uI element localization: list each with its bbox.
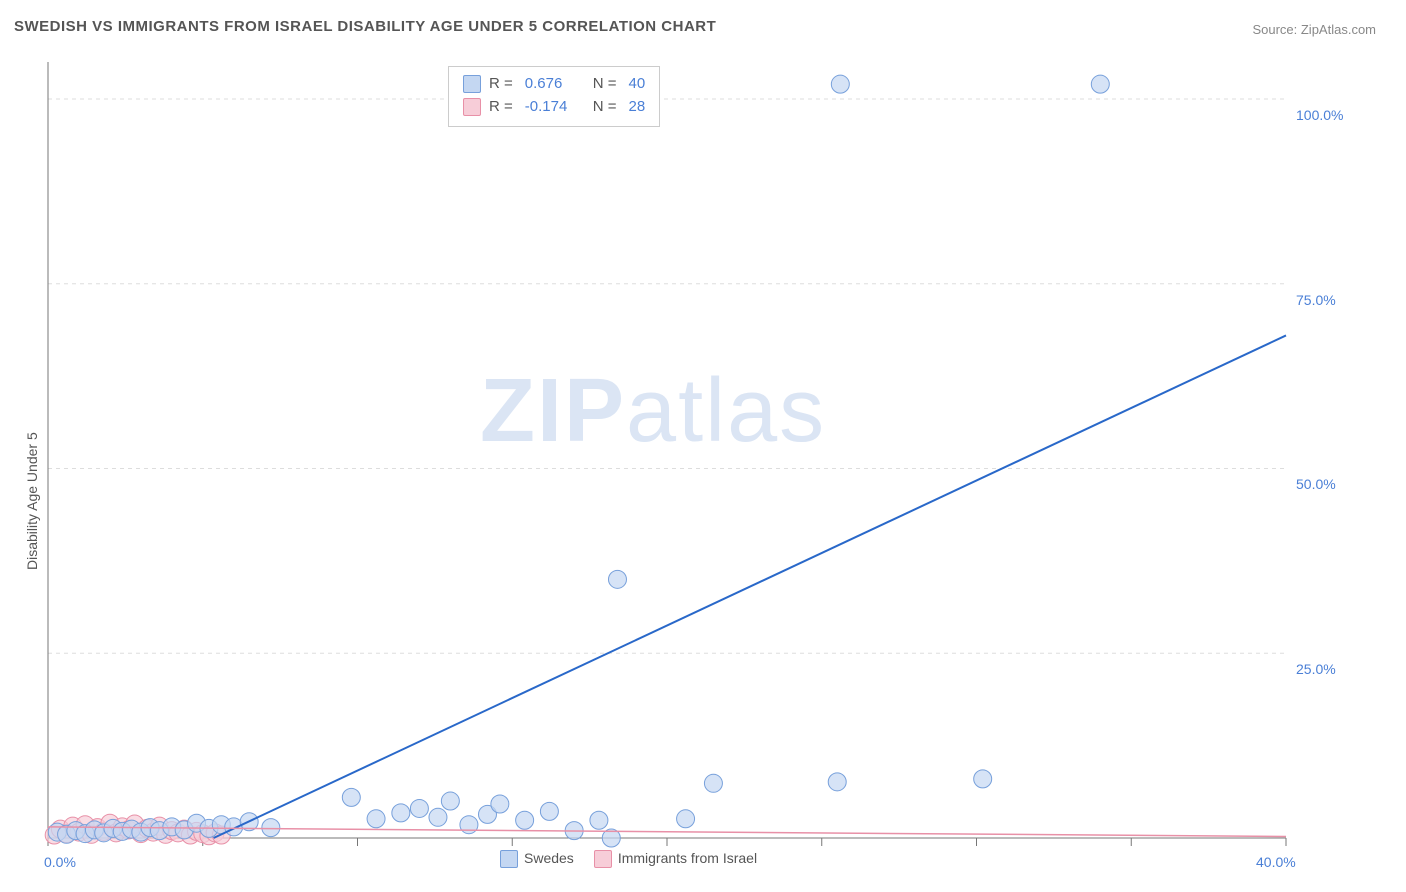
- stats-r-value: -0.174: [525, 96, 585, 119]
- y-tick-label: 75.0%: [1296, 292, 1336, 308]
- stats-row: R = -0.174 N = 28: [463, 96, 645, 119]
- stats-r-label: R =: [489, 73, 513, 96]
- legend-item: Swedes: [500, 850, 574, 868]
- legend-swatch: [594, 850, 612, 868]
- stats-swatch: [463, 75, 481, 93]
- stats-n-label: N =: [593, 96, 617, 119]
- legend-swatch: [500, 850, 518, 868]
- y-tick-label: 25.0%: [1296, 661, 1336, 677]
- x-tick-label: 0.0%: [44, 854, 76, 870]
- legend-item: Immigrants from Israel: [594, 850, 757, 868]
- legend-bottom: Swedes Immigrants from Israel: [500, 850, 757, 868]
- stats-n-label: N =: [593, 73, 617, 96]
- stats-n-value: 40: [629, 73, 646, 96]
- correlation-stats-box: R = 0.676 N = 40 R = -0.174 N = 28: [448, 66, 660, 127]
- chart-canvas: [0, 0, 1406, 892]
- stats-row: R = 0.676 N = 40: [463, 73, 645, 96]
- y-axis-label: Disability Age Under 5: [24, 432, 40, 570]
- stats-r-value: 0.676: [525, 73, 585, 96]
- stats-r-label: R =: [489, 96, 513, 119]
- stats-swatch: [463, 98, 481, 116]
- y-tick-label: 50.0%: [1296, 476, 1336, 492]
- legend-label: Immigrants from Israel: [618, 850, 757, 866]
- x-tick-label: 40.0%: [1256, 854, 1296, 870]
- y-tick-label: 100.0%: [1296, 107, 1343, 123]
- stats-n-value: 28: [629, 96, 646, 119]
- legend-label: Swedes: [524, 850, 574, 866]
